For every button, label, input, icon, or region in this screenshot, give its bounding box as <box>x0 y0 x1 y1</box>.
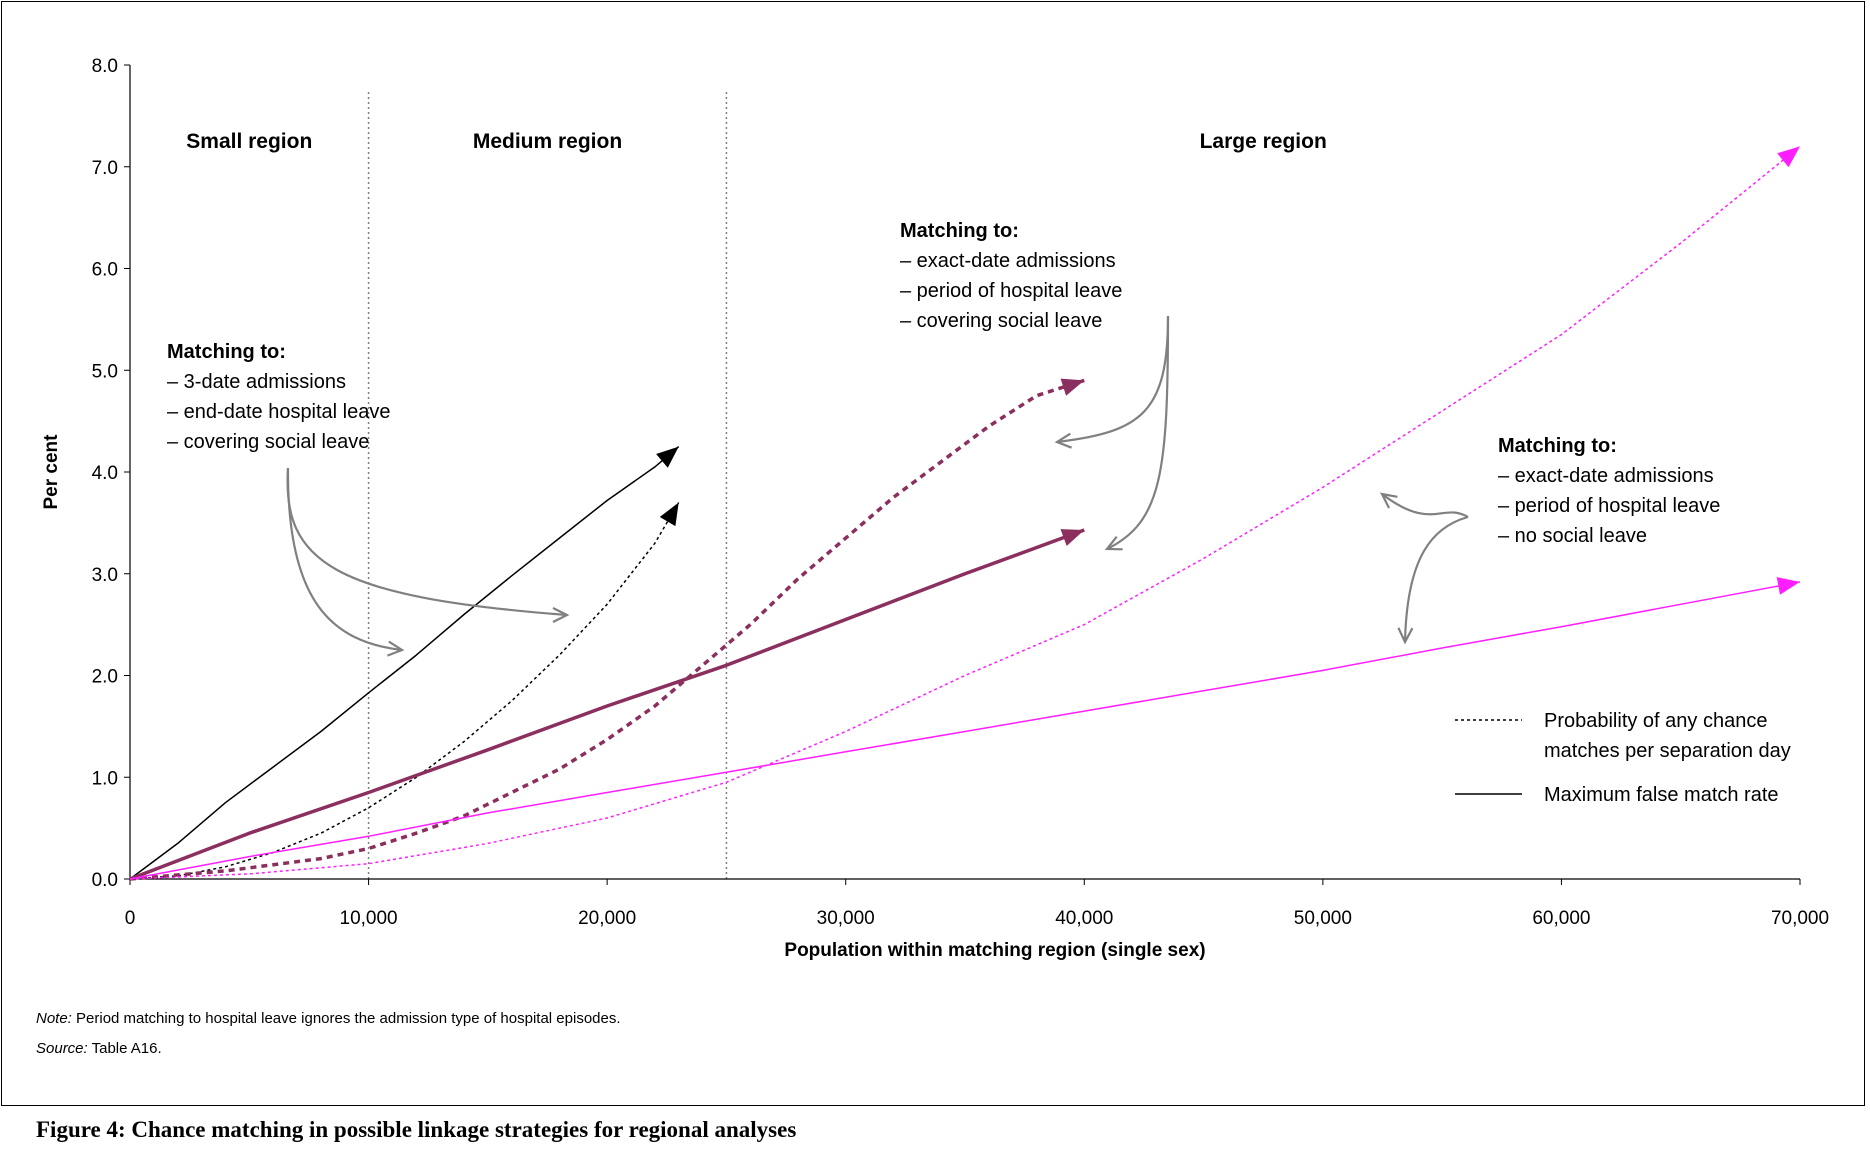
series-line-black-solid <box>129 446 680 880</box>
annotation-arrow <box>1403 515 1469 643</box>
annotation-line: – period of hospital leave <box>1498 495 1720 517</box>
y-tick-label: 0.0 <box>92 870 118 891</box>
annotation-arrow <box>1381 493 1469 518</box>
series-layer <box>129 145 1801 881</box>
legend-label: matches per separation day <box>1544 740 1791 762</box>
source-line: Source: Table A16. <box>36 1040 162 1057</box>
annotation-heading: Matching to: <box>1498 435 1617 457</box>
chart: Small region Medium region Large region 0.… <box>41 56 1829 961</box>
series-line-plum-solid <box>129 528 1085 881</box>
y-tick-label: 5.0 <box>92 361 118 382</box>
series-arrowhead <box>1777 146 1800 168</box>
series-arrowhead <box>656 446 679 468</box>
series-arrowhead <box>1060 529 1085 546</box>
y-tick-label: 6.0 <box>92 260 118 281</box>
annotation-arrowhead <box>1397 627 1414 645</box>
series-line-black-dotted <box>129 502 680 880</box>
annotation-line: – period of hospital leave <box>900 280 1122 302</box>
x-tick-label: 40,000 <box>1055 908 1113 929</box>
source-label: Source: <box>36 1040 88 1057</box>
annotation-line: – exact-date admissions <box>900 250 1116 272</box>
annotation-layer: Matching to: – 3-date admissions – end-dat… <box>167 220 1720 657</box>
annotation-line: – covering social leave <box>167 431 369 453</box>
figure-frame: Small region Medium region Large region 0.… <box>1 1 1865 1106</box>
series-line-plum-dotted <box>129 378 1085 881</box>
y-tick-label: 3.0 <box>92 565 118 586</box>
y-tick-label: 1.0 <box>92 768 118 789</box>
y-axis-title: Per cent <box>41 434 62 510</box>
y-tick-label: 7.0 <box>92 158 118 179</box>
annotation-arrowhead <box>1380 492 1398 509</box>
axes: 0.0 1.0 2.0 3.0 4.0 5.0 6.0 7.0 8.0 0 10,000 20,000… <box>41 56 1829 961</box>
series-arrowhead <box>1060 378 1085 396</box>
region-label: Medium region <box>473 130 622 153</box>
x-axis-title: Population within matching region (singl… <box>784 940 1205 961</box>
legend-label: Probability of any chance <box>1544 710 1767 732</box>
region-label: Large region <box>1200 130 1327 153</box>
annotation-heading: Matching to: <box>900 220 1019 242</box>
annotation-arrow <box>286 467 568 617</box>
annotation-arrow <box>286 467 403 652</box>
annotation-line: – end-date hospital leave <box>167 401 391 423</box>
region-layer: Small region Medium region Large region <box>186 92 1327 879</box>
x-tick-label: 0 <box>125 908 136 929</box>
note-text: Period matching to hospital leave ignore… <box>71 1010 621 1027</box>
note-label: Note: <box>36 1010 72 1027</box>
annotation-line: – no social leave <box>1498 525 1647 547</box>
y-tick-label: 4.0 <box>92 463 118 484</box>
note-line: Note: Period matching to hospital leave … <box>36 1010 621 1027</box>
y-tick-label: 8.0 <box>92 56 118 77</box>
annotation-arrowhead <box>1054 432 1073 449</box>
figure-caption: Figure 4: Chance matching in possible li… <box>36 1117 797 1142</box>
x-tick-label: 20,000 <box>578 908 636 929</box>
legend-label: Maximum false match rate <box>1544 784 1779 806</box>
annotation-heading: Matching to: <box>167 341 286 363</box>
x-tick-label: 50,000 <box>1294 908 1352 929</box>
annotation-arrowhead <box>387 640 405 657</box>
x-tick-label: 30,000 <box>817 908 875 929</box>
legend: Probability of any chance matches per sep… <box>1455 710 1791 806</box>
x-tick-label: 70,000 <box>1771 908 1829 929</box>
x-tick-label: 60,000 <box>1532 908 1590 929</box>
series-line-magenta-solid <box>129 581 1801 880</box>
annotation-arrowhead <box>1104 536 1123 551</box>
x-tick-label: 10,000 <box>340 908 398 929</box>
annotation-arrow <box>1106 315 1170 550</box>
y-tick-label: 2.0 <box>92 667 118 688</box>
annotation-arrow <box>1056 315 1170 444</box>
annotation-line: – exact-date admissions <box>1498 465 1714 487</box>
source-text: Table A16. <box>87 1040 162 1057</box>
annotation-arrowhead <box>552 607 570 623</box>
region-label: Small region <box>186 130 312 153</box>
series-arrowhead <box>659 502 679 527</box>
series-arrowhead <box>1776 577 1800 595</box>
annotation-line: – 3-date admissions <box>167 371 346 393</box>
annotation-line: – covering social leave <box>900 310 1102 332</box>
